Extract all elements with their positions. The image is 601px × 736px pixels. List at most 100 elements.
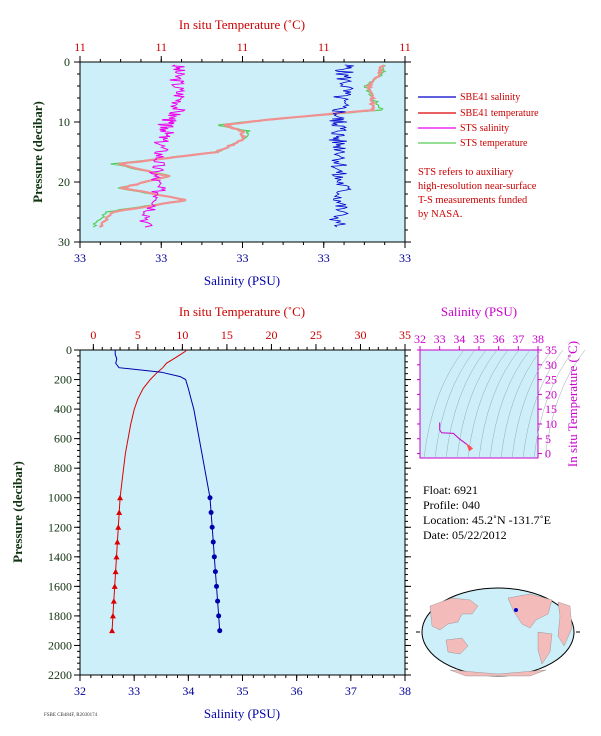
profile-y-tick-label: 2200 [48,668,72,682]
profile-plot-area [79,349,406,676]
top-chart-title: In situ Temperature (˚C) [179,17,305,32]
sts-note-line-2: high-resolution near-surface [418,181,537,192]
profile-top-tick-label: 30 [354,328,366,342]
density-contour [478,349,520,459]
ts-right-tick-label: 25 [545,373,557,387]
ts-top-tick-label: 33 [434,332,446,346]
ts-right-tick-label: 5 [545,432,551,446]
profile-y-tick-label: 2000 [48,638,72,652]
info-location: Location: 45.2˚N -131.7˚E [423,513,551,527]
profile-top-tick-label: 15 [221,328,233,342]
ts-series [439,422,474,452]
map-land-antarctica [449,669,547,677]
sbe41-temperature-line [98,64,386,228]
profile-y-tick-label: 0 [66,343,72,357]
ts-top-tick-label: 32 [414,332,426,346]
density-contour [467,349,509,459]
map-land-south-america [537,631,553,665]
profile-y-tick-label: 1400 [48,550,72,564]
ts-right-tick-label: 20 [545,387,557,401]
footer-id: FSBE CB484F, R2030174 [44,713,98,718]
profile-bottom-tick-label: 37 [345,684,357,698]
ts-chart-ylabel: In situ Temperature (˚C) [565,341,580,467]
map-float-location [514,608,518,612]
density-contour [489,349,531,459]
salinity-point [214,583,219,589]
profile-top-tick-label: 20 [265,328,277,342]
salinity-point [208,510,214,515]
density-contour [423,349,465,459]
profile-y-ticks: 0 200 400 600 800 1000 1200 1400 1600 1800 2000 220… [48,343,411,682]
temperature-point [112,568,119,575]
ts-top-ticks: 32 33 34 35 36 37 38 [414,332,544,350]
profile-top-tick-label: 0 [90,328,96,342]
bottom-axis-tick-label: 33 [318,251,330,265]
y-axis-tick-label: 30 [58,235,70,249]
salinity-point [211,554,217,560]
sts-note: STS refers to auxiliary high-resolution … [418,167,537,220]
info-date: Date: 05/22/2012 [423,528,507,542]
legend-sts-salinity-label: STS salinity [460,123,509,134]
density-contour [434,349,476,459]
ts-top-tick-label: 37 [512,332,524,346]
sts-note-line-1: STS refers to auxiliary [418,167,514,178]
profile-chart-title: In situ Temperature (˚C) [179,304,305,319]
salinity-point [210,539,216,545]
temperature-point [116,509,123,515]
top-legend: SBE41 salinity SBE41 temperature STS sal… [418,92,539,149]
top-chart-bottom-ticks: 33 33 33 33 33 [74,242,411,265]
temperature-point [111,583,118,589]
profile-chart-ylabel: Pressure (decibar) [10,461,25,563]
profile-top-tick-label: 10 [176,328,188,342]
ts-right-tick-label: 15 [545,402,557,416]
float-info: Float: 6921 Profile: 040 Location: 45.2˚… [423,483,551,542]
top-plot-area [79,61,406,243]
density-contour [456,349,498,459]
top-chart-ylabel: Pressure (decibar) [30,101,45,203]
ts-diagram: Salinity (PSU) 32 33 34 35 36 37 38 0510152025… [414,304,586,467]
y-axis-tick-label: 20 [58,175,70,189]
top-axis-tick-label: 11 [155,40,167,54]
profile-y-tick-label: 1600 [48,579,72,593]
bottom-axis-tick-label: 33 [237,251,249,265]
temperature-point [109,612,116,619]
profile-series [109,349,223,634]
info-float: Float: 6921 [423,483,478,497]
bottom-axis-tick-label: 33 [155,251,167,265]
top-axis-tick-label: 11 [74,40,86,54]
legend-sts-temperature-label: STS temperature [460,138,528,149]
density-contour [522,349,564,459]
temperature-point [110,598,117,604]
temperature-point [114,539,121,545]
top-chart-y-ticks: 0 10 20 30 [58,55,411,249]
ts-right-tick-label: 30 [545,358,557,372]
top-chart-series [92,64,387,228]
top-chart-top-ticks: 11 11 11 11 11 [74,40,411,62]
map-land-north-america [507,593,553,629]
top-chart-xlabel: Salinity (PSU) [204,273,280,288]
legend-sbe41-temperature-label: SBE41 temperature [460,108,539,119]
sts-note-line-4: by NASA. [418,209,462,220]
profile-y-tick-label: 1000 [48,491,72,505]
top-axis-tick-label: 11 [237,40,249,54]
profile-y-tick-label: 1200 [48,520,72,534]
profile-top-ticks: 0 5 10 15 20 25 30 35 [90,328,411,350]
profile-y-tick-label: 800 [54,461,72,475]
salinity-point [215,598,221,604]
sbe41-salinity-line [328,64,354,228]
salinity-point [216,613,222,619]
salinity-point [217,628,223,634]
map-land-australia [445,637,469,655]
profile-bottom-tick-label: 32 [74,684,86,698]
info-profile: Profile: 040 [423,498,480,512]
density-contour [544,349,586,459]
ts-right-tick-label: 35 [545,343,557,357]
ts-right-tick-label: 0 [545,447,551,461]
profile-chart-xlabel: Salinity (PSU) [204,706,280,721]
ts-density-contours [423,349,586,459]
map-land-asia [429,597,479,631]
bottom-axis-tick-label: 33 [399,251,411,265]
top-axis-tick-label: 11 [399,40,411,54]
